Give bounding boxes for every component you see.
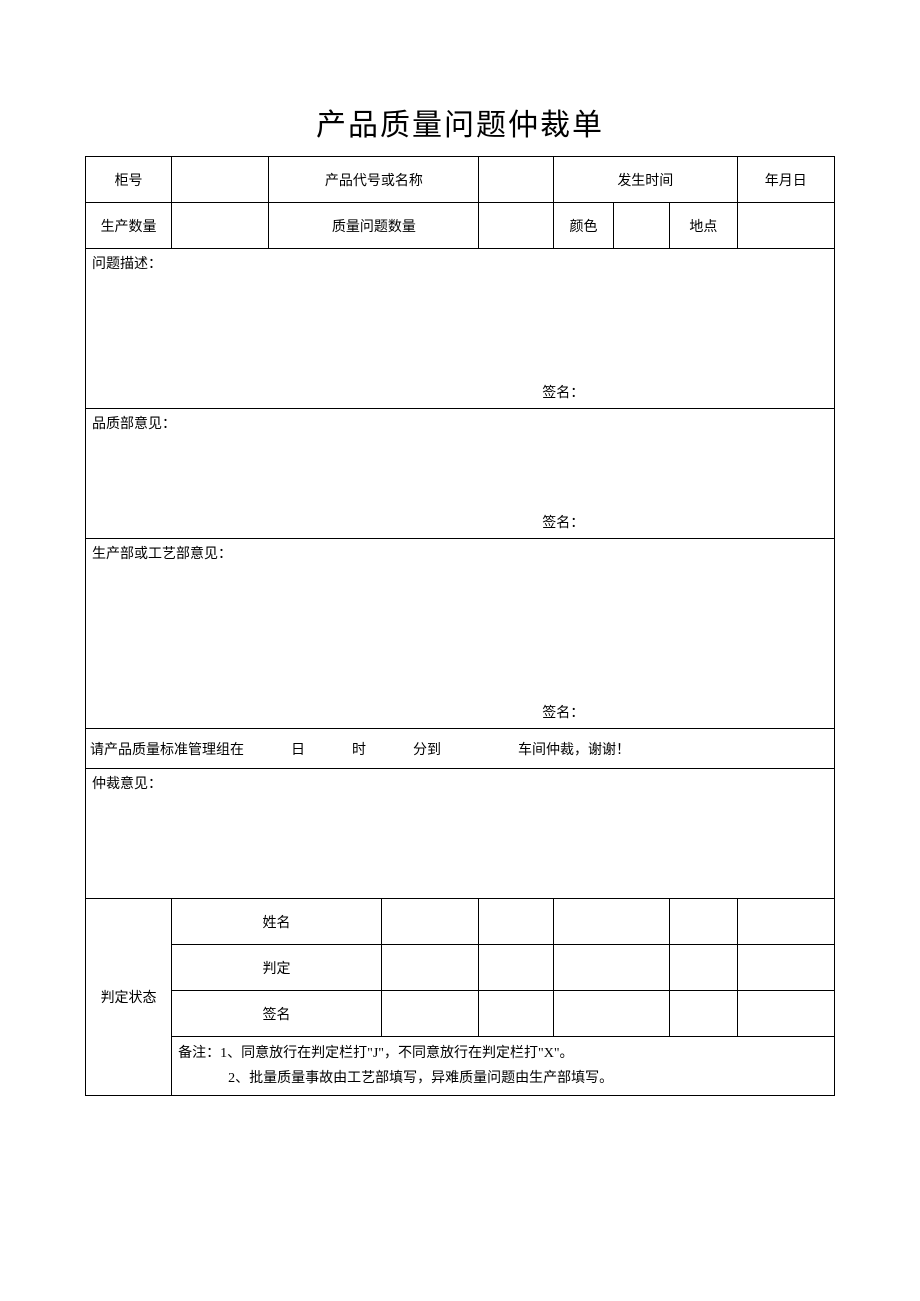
header-row-1: 柜号 产品代号或名称 发生时间 年月日 xyxy=(86,157,835,203)
place-label: 地点 xyxy=(670,203,737,249)
judge-row-label: 判定 xyxy=(172,945,382,991)
prod-qty-label: 生产数量 xyxy=(86,203,172,249)
arbitration-opinion-section[interactable]: 仲裁意见： xyxy=(86,769,835,899)
cabinet-label: 柜号 xyxy=(86,157,172,203)
request-minute: 分到 xyxy=(413,743,441,758)
product-label: 产品代号或名称 xyxy=(269,157,479,203)
name-cell-5[interactable] xyxy=(737,899,834,945)
request-line: 请产品质量标准管理组在 日 时 分到 车间仲裁，谢谢！ xyxy=(86,729,835,769)
issue-qty-value[interactable] xyxy=(479,203,554,249)
sign-row-label: 签名 xyxy=(172,991,382,1037)
quality-sign-label: 签名： xyxy=(542,512,584,532)
sign-cell-5[interactable] xyxy=(737,991,834,1037)
place-value[interactable] xyxy=(737,203,834,249)
issue-qty-label: 质量问题数量 xyxy=(269,203,479,249)
production-opinion-section[interactable]: 生产部或工艺部意见： 签名： xyxy=(86,539,835,729)
note-line-2: 2、批量质量事故由工艺部填写，异难质量问题由生产部填写。 xyxy=(178,1066,828,1091)
date-value[interactable]: 年月日 xyxy=(737,157,834,203)
judge-status-label: 判定状态 xyxy=(86,899,172,1096)
sign-cell-3[interactable] xyxy=(554,991,670,1037)
problem-desc-section[interactable]: 问题描述： 签名： xyxy=(86,249,835,409)
form-table: 柜号 产品代号或名称 发生时间 年月日 生产数量 质量问题数量 颜色 地点 问题… xyxy=(85,156,835,1096)
name-cell-4[interactable] xyxy=(670,899,737,945)
request-suffix: 车间仲裁，谢谢！ xyxy=(518,743,630,758)
request-day: 日 xyxy=(291,743,305,758)
name-cell-3[interactable] xyxy=(554,899,670,945)
judge-cell-5[interactable] xyxy=(737,945,834,991)
cabinet-value[interactable] xyxy=(172,157,269,203)
header-row-2: 生产数量 质量问题数量 颜色 地点 xyxy=(86,203,835,249)
judge-cell-4[interactable] xyxy=(670,945,737,991)
product-value[interactable] xyxy=(479,157,554,203)
sign-cell-4[interactable] xyxy=(670,991,737,1037)
occur-time-label: 发生时间 xyxy=(554,157,737,203)
problem-desc-label: 问题描述： xyxy=(92,257,162,272)
request-hour: 时 xyxy=(352,743,366,758)
note-line-1: 备注：1、同意放行在判定栏打"J"，不同意放行在判定栏打"X"。 xyxy=(178,1041,828,1066)
name-cell-1[interactable] xyxy=(381,899,478,945)
judge-cell-1[interactable] xyxy=(381,945,478,991)
name-cell-2[interactable] xyxy=(479,899,554,945)
sign-cell-2[interactable] xyxy=(479,991,554,1037)
page-title: 产品质量问题仲裁单 xyxy=(85,100,835,144)
judge-cell-3[interactable] xyxy=(554,945,670,991)
judge-cell-2[interactable] xyxy=(479,945,554,991)
notes-cell: 备注：1、同意放行在判定栏打"J"，不同意放行在判定栏打"X"。 2、批量质量事… xyxy=(172,1037,835,1096)
arbitration-opinion-label: 仲裁意见： xyxy=(92,777,162,792)
production-opinion-label: 生产部或工艺部意见： xyxy=(92,547,232,562)
quality-opinion-section[interactable]: 品质部意见： 签名： xyxy=(86,409,835,539)
problem-sign-label: 签名： xyxy=(542,382,584,402)
prod-qty-value[interactable] xyxy=(172,203,269,249)
quality-opinion-label: 品质部意见： xyxy=(92,417,176,432)
production-sign-label: 签名： xyxy=(542,702,584,722)
sign-cell-1[interactable] xyxy=(381,991,478,1037)
request-prefix: 请产品质量标准管理组在 xyxy=(90,743,244,758)
name-row-label: 姓名 xyxy=(172,899,382,945)
color-label: 颜色 xyxy=(554,203,614,249)
color-value[interactable] xyxy=(613,203,669,249)
